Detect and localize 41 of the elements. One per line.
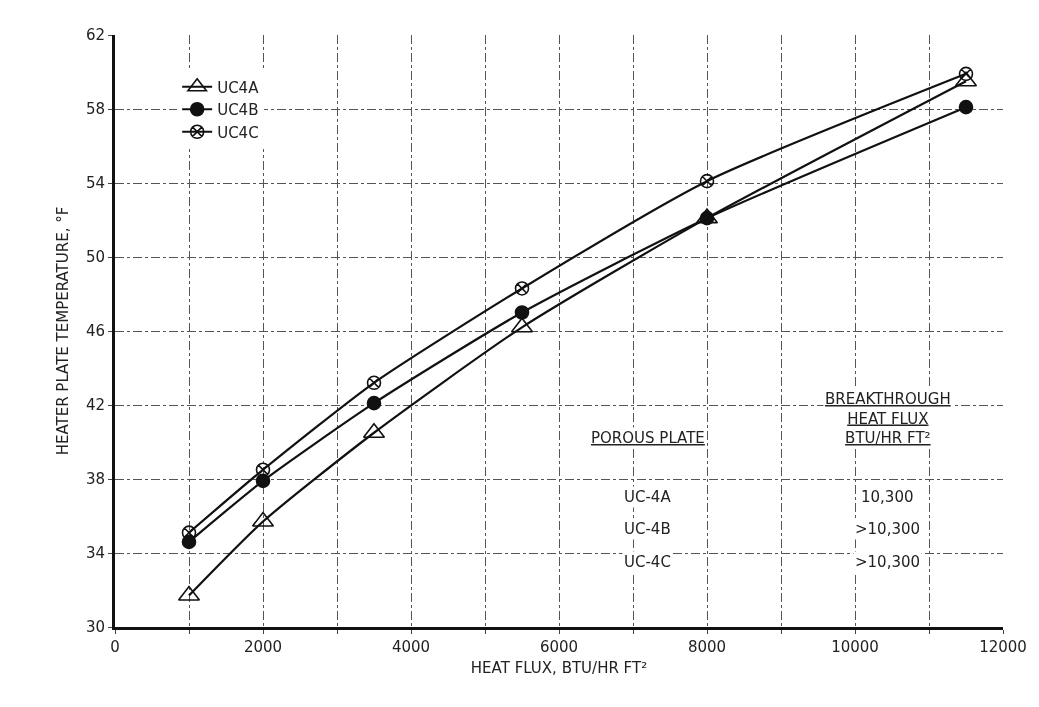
annotation: UC-4B — [624, 520, 671, 538]
y-tick-label: 42 — [85, 396, 105, 415]
y-tick-label: 38 — [85, 470, 105, 489]
annotation: UC-4A — [624, 488, 672, 506]
point — [255, 462, 271, 477]
point — [699, 173, 715, 189]
y-tick-label: 30 — [85, 618, 105, 637]
annotation: >10,300 — [855, 520, 921, 538]
y-tick-label: 58 — [85, 100, 105, 119]
point — [366, 375, 382, 390]
point — [514, 305, 530, 320]
point — [362, 422, 386, 439]
y-tick-label: 62 — [85, 26, 105, 45]
y-axis-title: HEATER PLATE TEMPERATURE, °F — [54, 206, 73, 456]
point — [181, 525, 197, 540]
point — [514, 281, 530, 296]
x-tick-label: 2000 — [243, 638, 283, 656]
x-axis-title: HEAT FLUX, BTU/HR FT² — [470, 659, 648, 677]
x-tick-label: 8000 — [687, 638, 727, 656]
annotation: 10,300 — [861, 488, 914, 506]
annotation: >10,300 — [855, 553, 921, 571]
y-tick-label: 50 — [85, 248, 105, 267]
annotation: POROUS PLATE — [591, 429, 705, 447]
x-tick-label: 10000 — [831, 638, 879, 656]
y-tick-label: 46 — [85, 322, 105, 341]
legend-label: UC4C — [217, 123, 259, 142]
x-tick-label: 4000 — [391, 638, 431, 656]
y-tick-label: 54 — [85, 174, 105, 193]
annotation: UC-4C — [624, 553, 671, 571]
point — [958, 66, 974, 81]
annotation: BREAKTHROUGH HEAT FLUX BTU/HR FT² — [825, 390, 951, 447]
x-tick-label: 6000 — [539, 638, 579, 656]
legend-label: UC4B — [217, 101, 259, 120]
y-tick-label: 34 — [85, 544, 105, 563]
legend-label: UC4A — [217, 78, 260, 97]
point — [181, 534, 197, 550]
point — [255, 473, 271, 489]
x-tick-label: 12000 — [979, 638, 1027, 656]
point — [958, 99, 974, 115]
x-tick-label: 0 — [110, 638, 120, 656]
point — [366, 395, 382, 411]
